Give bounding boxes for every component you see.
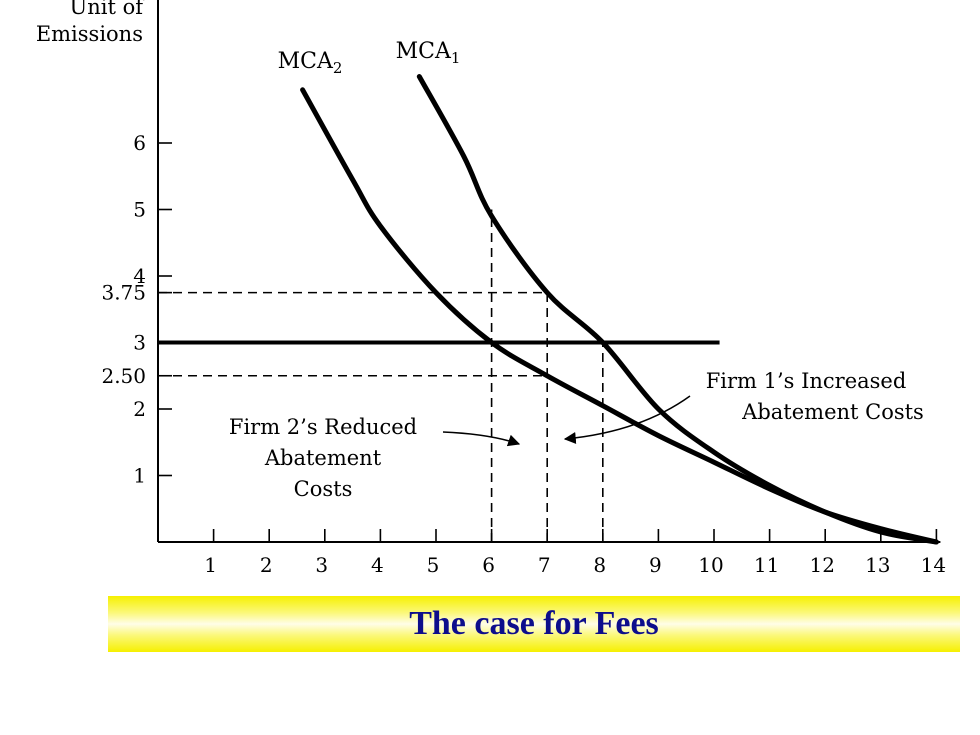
x-tick-label: 6 (482, 553, 495, 577)
annotation-firm1-line: Firm 1’s Increased (706, 369, 907, 393)
annotation-firm1-line: Abatement Costs (741, 400, 924, 424)
y-tick-label: 2.50 (101, 364, 146, 388)
x-tick-label: 8 (593, 553, 606, 577)
x-tick-label: 7 (538, 553, 551, 577)
arrow-firm1 (563, 395, 691, 444)
x-tick-label: 12 (809, 553, 834, 577)
x-tick-label: 9 (649, 553, 662, 577)
y-tick-label: 4 (133, 264, 146, 288)
series-label: MCA1 (396, 39, 461, 67)
x-tick-label: 14 (921, 553, 946, 577)
x-tick-label: 3 (315, 553, 328, 577)
y-tick-label: 5 (133, 198, 146, 222)
x-tick-label: 5 (427, 553, 440, 577)
y-tick-label: 2 (133, 397, 146, 421)
slide-caption: The case for Fees (409, 605, 659, 642)
y-tick-label: 1 (133, 464, 146, 488)
arrow-firm2 (442, 431, 521, 447)
mca-curve-2 (300, 87, 939, 545)
x-tick-label: 1 (204, 553, 217, 577)
x-tick-label: 2 (260, 553, 273, 577)
annotation-firm2-line: Firm 2’s Reduced (229, 415, 417, 439)
x-tick-label: 13 (865, 553, 890, 577)
caption-band: The case for Fees (108, 596, 960, 652)
x-tick-label: 11 (754, 553, 779, 577)
mca-curve-1 (416, 74, 939, 545)
y-axis-title-line: Unit of (70, 0, 146, 19)
series-label: MCA2 (278, 49, 343, 77)
y-tick-label: 3.75 (101, 281, 146, 305)
y-axis-title-line: Emissions (36, 22, 143, 46)
x-tick-label: 10 (698, 553, 723, 577)
y-tick-label: 3 (133, 331, 146, 355)
y-tick-label: 6 (133, 131, 146, 155)
annotation-firm2-line: Abatement (264, 446, 382, 470)
annotation-firm2-line: Costs (294, 477, 353, 501)
x-tick-label: 4 (371, 553, 384, 577)
